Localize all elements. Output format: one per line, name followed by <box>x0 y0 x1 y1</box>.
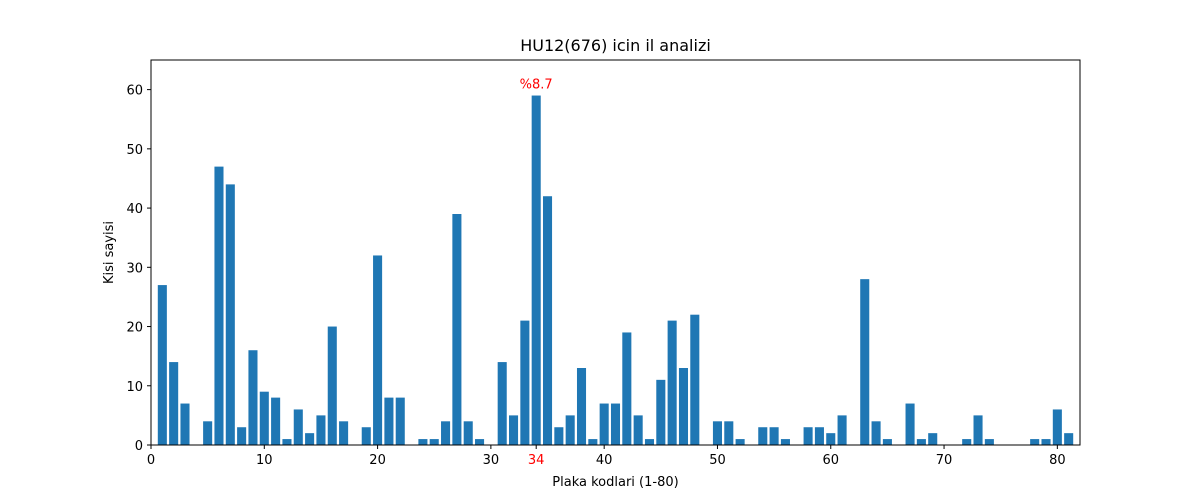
bar-52 <box>735 439 745 445</box>
bar-15 <box>316 415 326 445</box>
bar-9 <box>248 350 258 445</box>
x-tick-label-20: 20 <box>369 453 386 468</box>
bar-34 <box>531 95 541 446</box>
bar-73 <box>973 415 983 445</box>
bar-40 <box>599 403 609 445</box>
y-tick-label-50: 50 <box>126 143 143 158</box>
bar-56 <box>780 439 790 445</box>
bar-35 <box>542 196 553 445</box>
bar-3 <box>180 403 190 445</box>
bar-58 <box>803 427 813 445</box>
bar-10 <box>259 391 269 445</box>
bar-72 <box>962 439 972 445</box>
bar-25 <box>429 439 439 445</box>
bar-41 <box>610 403 621 445</box>
bar-60 <box>826 433 836 445</box>
bar-17 <box>339 421 349 445</box>
bar-31 <box>497 362 507 445</box>
x-tick-label-0: 0 <box>147 453 155 468</box>
bar-5 <box>203 421 213 445</box>
bar-8 <box>237 427 247 445</box>
y-tick-label-0: 0 <box>135 439 143 454</box>
bar-19 <box>361 427 371 445</box>
bar-33 <box>520 320 530 445</box>
y-tick-label-10: 10 <box>126 380 143 395</box>
bar-6 <box>214 166 224 445</box>
bar-67 <box>905 403 915 445</box>
y-tick-label-60: 60 <box>126 84 143 99</box>
y-tick-label-40: 40 <box>126 202 143 217</box>
x-tick-label-70: 70 <box>936 453 953 468</box>
bar-32 <box>509 415 519 445</box>
bar-11 <box>271 397 281 445</box>
bar-44 <box>644 439 655 445</box>
bar-28 <box>463 421 473 445</box>
y-axis-title: Kisi sayisi <box>102 221 117 284</box>
bar-47 <box>678 368 689 445</box>
bar-37 <box>565 415 575 445</box>
x-axis: 0 10 20 30 40 50 60 70 80 34 <box>147 445 1066 468</box>
bar-24 <box>418 439 428 445</box>
x-tick-label-40: 40 <box>596 453 613 468</box>
bar-annotation-label: %8.7 <box>520 78 553 93</box>
bar-64 <box>871 421 881 445</box>
bar-16 <box>327 326 337 445</box>
bar-46 <box>667 320 677 445</box>
bar-63 <box>860 279 870 445</box>
x-tick-label-80: 80 <box>1049 453 1066 468</box>
bar-14 <box>305 433 315 445</box>
bar-20 <box>373 255 383 445</box>
bar-51 <box>724 421 734 445</box>
bar-29 <box>475 439 485 445</box>
bar-61 <box>837 415 847 445</box>
bar-1 <box>157 285 167 445</box>
bar-81 <box>1064 433 1074 445</box>
bar-38 <box>576 368 587 445</box>
bar-42 <box>622 332 632 445</box>
x-tick-label-10: 10 <box>256 453 273 468</box>
bar-26 <box>441 421 451 445</box>
x-tick-label-50: 50 <box>709 453 726 468</box>
bars-group <box>157 95 1074 446</box>
bar-12 <box>282 439 292 445</box>
bar-55 <box>769 427 779 445</box>
y-axis: 0 10 20 30 40 50 60 <box>126 84 151 454</box>
bar-21 <box>384 397 394 445</box>
x-tick-label-60: 60 <box>822 453 839 468</box>
bar-80 <box>1052 409 1062 445</box>
bar-13 <box>293 409 303 445</box>
x-axis-title: Plaka kodlari (1-80) <box>552 475 678 490</box>
bar-39 <box>588 439 598 445</box>
bar-22 <box>395 397 405 445</box>
bar-27 <box>452 214 462 445</box>
y-tick-label-20: 20 <box>126 321 143 336</box>
plot-frame <box>150 59 1081 446</box>
x-tick-label-30: 30 <box>483 453 500 468</box>
bar-7 <box>225 184 235 445</box>
bar-78 <box>1030 439 1040 445</box>
bar-36 <box>554 427 564 445</box>
bar-54 <box>758 427 768 445</box>
x-tick-label-highlight: 34 <box>528 453 545 468</box>
bar-79 <box>1041 439 1051 445</box>
y-tick-label-30: 30 <box>126 261 143 276</box>
bar-50 <box>712 421 722 445</box>
bar-2 <box>169 362 179 445</box>
bar-45 <box>656 379 666 445</box>
bar-74 <box>984 439 994 445</box>
bar-65 <box>882 439 892 445</box>
bar-43 <box>633 415 643 445</box>
bar-68 <box>916 439 926 445</box>
bar-59 <box>814 427 824 445</box>
chart-title: HU12(676) icin il analizi <box>520 36 711 55</box>
bar-69 <box>928 433 938 445</box>
bar-48 <box>690 314 700 445</box>
